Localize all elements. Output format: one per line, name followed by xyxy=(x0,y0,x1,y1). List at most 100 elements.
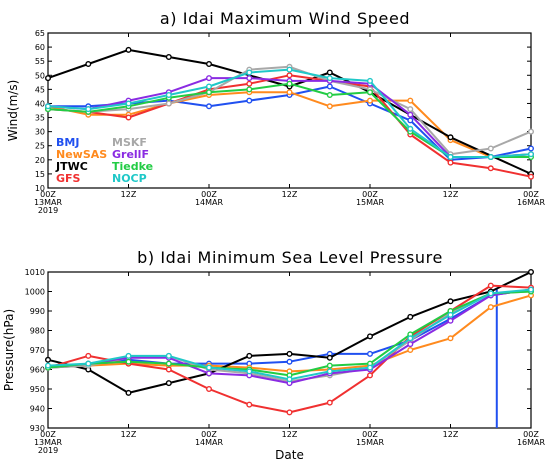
legend-grellf: GrellF xyxy=(112,148,149,161)
chart-a-ytick-label: 20 xyxy=(35,156,45,165)
chart-b-point-nocp xyxy=(326,368,333,375)
chart-b-ytick-label: 980 xyxy=(30,327,45,336)
chart-b-ylabel: Pressure(hPa) xyxy=(2,309,16,391)
chart-b-xtick-label: 12Z xyxy=(121,430,137,439)
chart-b-point-jtwc xyxy=(447,298,454,305)
chart-b-point-jtwc xyxy=(326,354,333,361)
chart-a-ytick-label: 55 xyxy=(35,57,45,66)
chart-a-xtick-date: 16MAR xyxy=(517,198,546,207)
legend-newsas: NewSAS xyxy=(56,148,107,161)
chart-a-point-nocp xyxy=(85,106,92,113)
chart-a-xtick-date: 13MAR xyxy=(34,198,63,207)
chart-a-point-nocp xyxy=(205,83,212,90)
chart-a-point-nocp xyxy=(326,75,333,82)
chart-b-xtick-label: 00Z xyxy=(523,430,539,439)
legend-nocp: NOCP xyxy=(112,172,147,185)
chart-b-point-nocp xyxy=(407,335,414,342)
chart-a-point-nocp xyxy=(367,77,374,84)
chart-a-xtick-label: 00Z xyxy=(201,190,217,199)
chart-a-ytick-label: 15 xyxy=(35,170,45,179)
chart-b-xtick-label: 00Z xyxy=(40,430,56,439)
chart-b-xtick-label: 12Z xyxy=(443,430,459,439)
chart-a-point-nocp xyxy=(407,125,414,132)
chart-a-point-bmj xyxy=(246,97,253,104)
chart-a-point-nocp xyxy=(447,153,454,160)
chart-a-point-bmj xyxy=(326,83,333,90)
chart-b-point-tiedke xyxy=(165,360,172,367)
chart-a-point-tiedke xyxy=(326,91,333,98)
chart-a-point-jtwc xyxy=(205,61,212,68)
chart-a-ylabel: Wind(m/s) xyxy=(6,80,20,142)
chart-a-xtick-year: 2019 xyxy=(38,206,58,215)
chart-a-point-jtwc xyxy=(165,54,172,61)
chart-a-point-jtwc xyxy=(326,69,333,76)
chart-a-point-bmj xyxy=(528,145,535,152)
chart-a-point-jtwc xyxy=(447,134,454,141)
legend: BMJ NewSAS JTWC GFS MSKF GrellF Tiedke N… xyxy=(55,136,153,185)
chart-b-point-nocp xyxy=(246,368,253,375)
chart-a-ytick-label: 10 xyxy=(35,184,45,193)
chart-b-ytick-label: 1010 xyxy=(25,268,45,277)
chart-b-point-jtwc xyxy=(528,269,535,276)
chart-b-title: b) Idai Minimum Sea Level Pressure xyxy=(137,248,443,267)
chart-b-point-grellf xyxy=(447,317,454,324)
chart-b-point-nocp xyxy=(528,286,535,293)
chart-b-ytick-label: 930 xyxy=(30,424,45,433)
chart-b-point-nocp xyxy=(367,364,374,371)
legend-mskf: MSKF xyxy=(112,136,147,149)
chart-a-xtick-label: 12Z xyxy=(443,190,459,199)
chart-b-point-nocp xyxy=(85,360,92,367)
chart-a-point-tiedke xyxy=(205,89,212,96)
chart-b-point-gfs xyxy=(487,282,494,289)
chart-a-point-jtwc xyxy=(45,75,52,82)
chart-a-point-nocp xyxy=(165,91,172,98)
chart-b-xtick-date: 15MAR xyxy=(356,438,385,447)
chart-a-point-gfs xyxy=(487,165,494,172)
chart-b-point-jtwc xyxy=(286,350,293,357)
chart-b-frame xyxy=(47,271,532,429)
chart-b-series-nocp xyxy=(47,288,532,381)
chart-a-point-nocp xyxy=(45,103,52,110)
chart-b-point-jtwc xyxy=(165,380,172,387)
chart-b-point-jtwc xyxy=(246,352,253,359)
chart-b-point-jtwc xyxy=(367,333,374,340)
chart-b-xtick-year: 2019 xyxy=(38,446,58,455)
chart-a-point-newsas xyxy=(407,97,414,104)
chart-a-ytick-label: 60 xyxy=(35,43,45,52)
chart-b-point-newsas xyxy=(487,304,494,311)
chart-a-xtick-label: 12Z xyxy=(282,190,298,199)
chart-a-point-nocp xyxy=(125,100,132,107)
chart-a-point-mskf xyxy=(165,100,172,107)
chart-b-point-nocp xyxy=(125,352,132,359)
chart-a-ytick-label: 40 xyxy=(35,99,45,108)
chart-b-point-jtwc xyxy=(45,356,52,363)
chart-b-xtick-date: 14MAR xyxy=(195,438,224,447)
chart-b-xtick-label: 00Z xyxy=(362,430,378,439)
chart-a-point-tiedke xyxy=(286,80,293,87)
chart-b-point-bmj xyxy=(286,358,293,365)
chart-b-point-tiedke xyxy=(326,362,333,369)
chart-b-ytick-label: 940 xyxy=(30,405,45,414)
chart-a-ytick-label: 50 xyxy=(35,71,45,80)
chart-b-point-nocp xyxy=(487,290,494,297)
chart-a-point-bmj xyxy=(205,103,212,110)
chart-b-xtick-date: 16MAR xyxy=(517,438,546,447)
chart-a-xtick-label: 00Z xyxy=(362,190,378,199)
chart-a-ytick-label: 25 xyxy=(35,142,45,151)
chart-b-ytick-label: 990 xyxy=(30,307,45,316)
chart-a-ytick-label: 35 xyxy=(35,114,45,123)
chart-a-point-mskf xyxy=(528,128,535,135)
legend-gfs: GFS xyxy=(56,172,81,185)
chart-a-point-newsas xyxy=(286,89,293,96)
chart-a-point-gfs xyxy=(125,114,132,121)
chart-b-ytick-label: 950 xyxy=(30,385,45,394)
chart-a-point-gfs xyxy=(246,80,253,87)
chart-a-point-gfs xyxy=(447,159,454,166)
chart-a-point-grellf xyxy=(407,111,414,118)
chart-a-point-bmj xyxy=(407,117,414,124)
chart-a-point-nocp xyxy=(246,69,253,76)
chart-b-point-nocp xyxy=(165,352,172,359)
chart-a-point-tiedke xyxy=(246,86,253,93)
